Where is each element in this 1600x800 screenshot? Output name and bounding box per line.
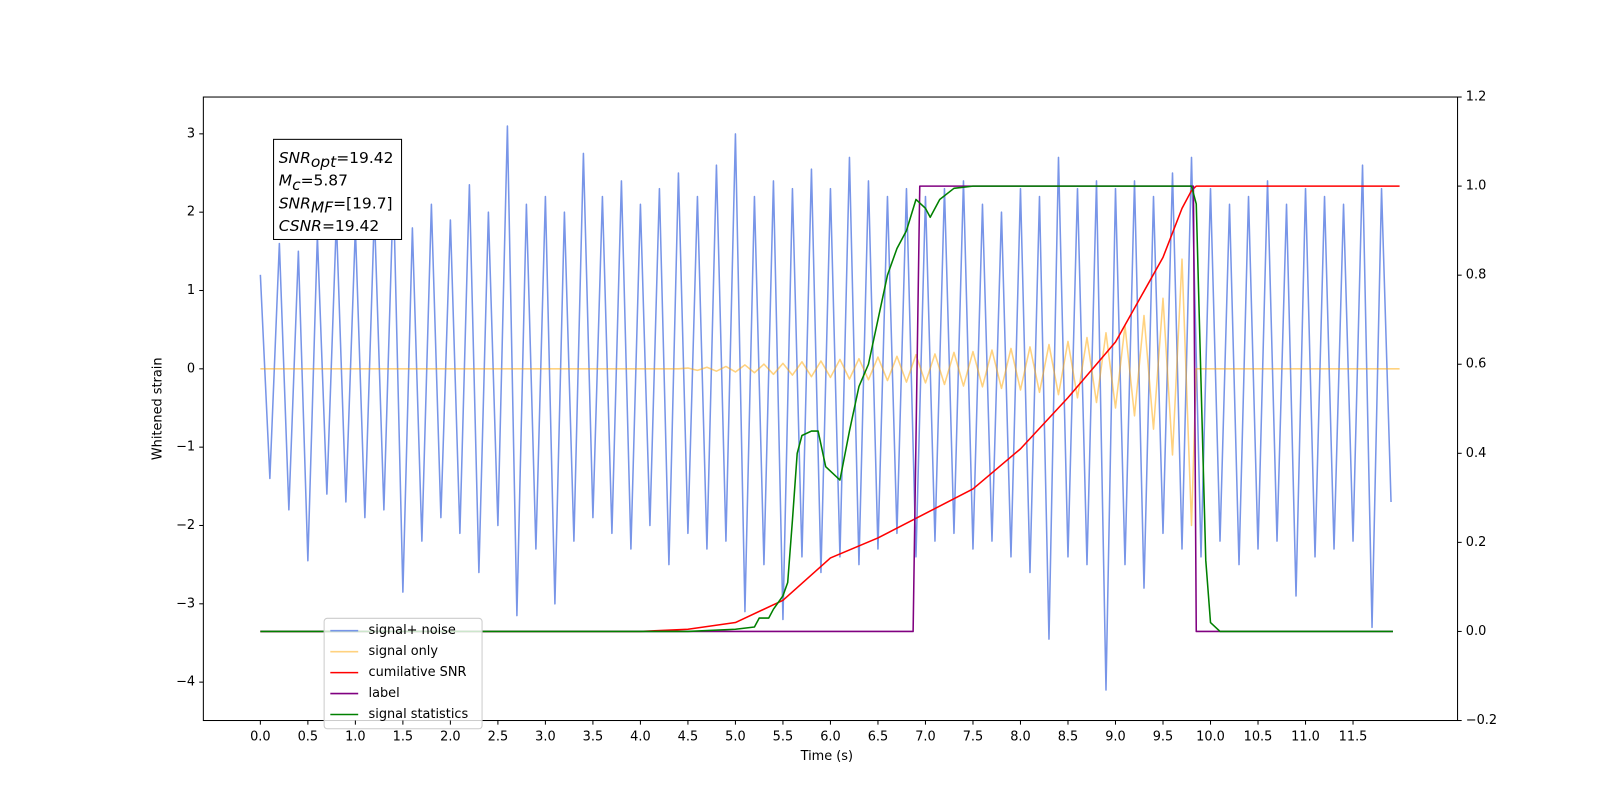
y-tick-label: 0 [187,361,195,376]
stats-line: Mc=5.87 [279,171,348,193]
y-tick-label: −4 [176,675,195,690]
legend-label: signal only [369,644,439,659]
y2-tick-label: 0.0 [1466,624,1487,639]
stats-text: =19.42 [322,217,379,235]
x-tick-label: 6.5 [868,730,889,745]
x-tick-label: 2.0 [440,730,461,745]
stats-symbol: CSNR [279,217,322,235]
y2-tick-label: 1.0 [1466,179,1487,194]
x-tick-label: 9.0 [1105,730,1126,745]
legend-label: signal+ noise [369,623,456,638]
y2-tick-label: 0.8 [1466,268,1487,283]
y-tick-label: 2 [187,205,195,220]
x-tick-label: 8.5 [1058,730,1079,745]
legend-frame [323,617,483,730]
stats-subscript: MF [311,198,334,216]
series-line [260,258,1400,527]
y2-tick-label: −0.2 [1466,713,1497,728]
x-tick-label: 9.5 [1153,730,1174,745]
legend-label: cumilative SNR [369,665,467,680]
x-tick-label: 3.5 [583,730,604,745]
y-axis-label: Whitened strain [150,357,165,460]
series-line [260,185,1400,633]
y2-tick-label: 1.2 [1466,90,1487,105]
stats-symbol: M [279,171,292,189]
stats-symbol: SNR [279,148,311,166]
stats-subscript: opt [311,153,337,171]
x-tick-label: 8.0 [1010,730,1031,745]
x-tick-label: 2.5 [488,730,509,745]
y-tick-label: 1 [187,283,195,298]
x-tick-label: 1.5 [393,730,414,745]
series-line [259,125,1392,691]
y-tick-label: −3 [176,596,195,611]
y2-tick-label: 0.2 [1466,535,1487,550]
x-tick-label: 7.5 [963,730,984,745]
x-tick-label: 11.5 [1339,730,1368,745]
x-tick-label: 10.5 [1244,730,1273,745]
stats-text: =5.87 [301,171,348,189]
stats-frame [273,138,403,240]
stats-subscript: c [292,175,301,193]
x-tick-label: 4.5 [678,730,699,745]
x-tick-label: 1.0 [345,730,366,745]
x-tick-label: 0.5 [298,730,319,745]
stats-line: CSNR=19.42 [279,217,379,235]
legend-label: signal statistics [369,707,469,722]
stats-line: SNRMF=[19.7] [279,194,393,216]
y-tick-label: 3 [187,126,195,141]
x-tick-label: 7.0 [915,730,936,745]
series-line [260,185,1393,633]
stats-box: SNRopt=19.42Mc=5.87SNRMF=[19.7]CSNR=19.4… [273,138,403,240]
x-tick-label: 0.0 [250,730,271,745]
x-tick-label: 6.0 [820,730,841,745]
legend: signal+ noise signal only cumilative SNR la… [323,617,483,730]
x-axis-label: Time (s) [800,749,853,764]
x-tick-label: 5.0 [725,730,746,745]
x-tick-label: 4.0 [630,730,651,745]
plot-area [259,125,1400,691]
y2-tick-label: 0.6 [1466,357,1487,372]
stats-symbol: SNR [279,194,311,212]
y-tick-label: −2 [176,518,195,533]
legend-label: label [369,686,400,701]
y2-tick-label: 0.4 [1466,446,1487,461]
x-tick-label: 10.0 [1196,730,1225,745]
stats-line: SNRopt=19.42 [279,148,394,170]
x-tick-label: 5.5 [773,730,794,745]
stats-text: =19.42 [336,148,393,166]
y-tick-label: −1 [176,440,195,455]
x-tick-label: 3.0 [535,730,556,745]
stats-text: =[19.7] [333,194,392,212]
x-tick-label: 11.0 [1291,730,1320,745]
